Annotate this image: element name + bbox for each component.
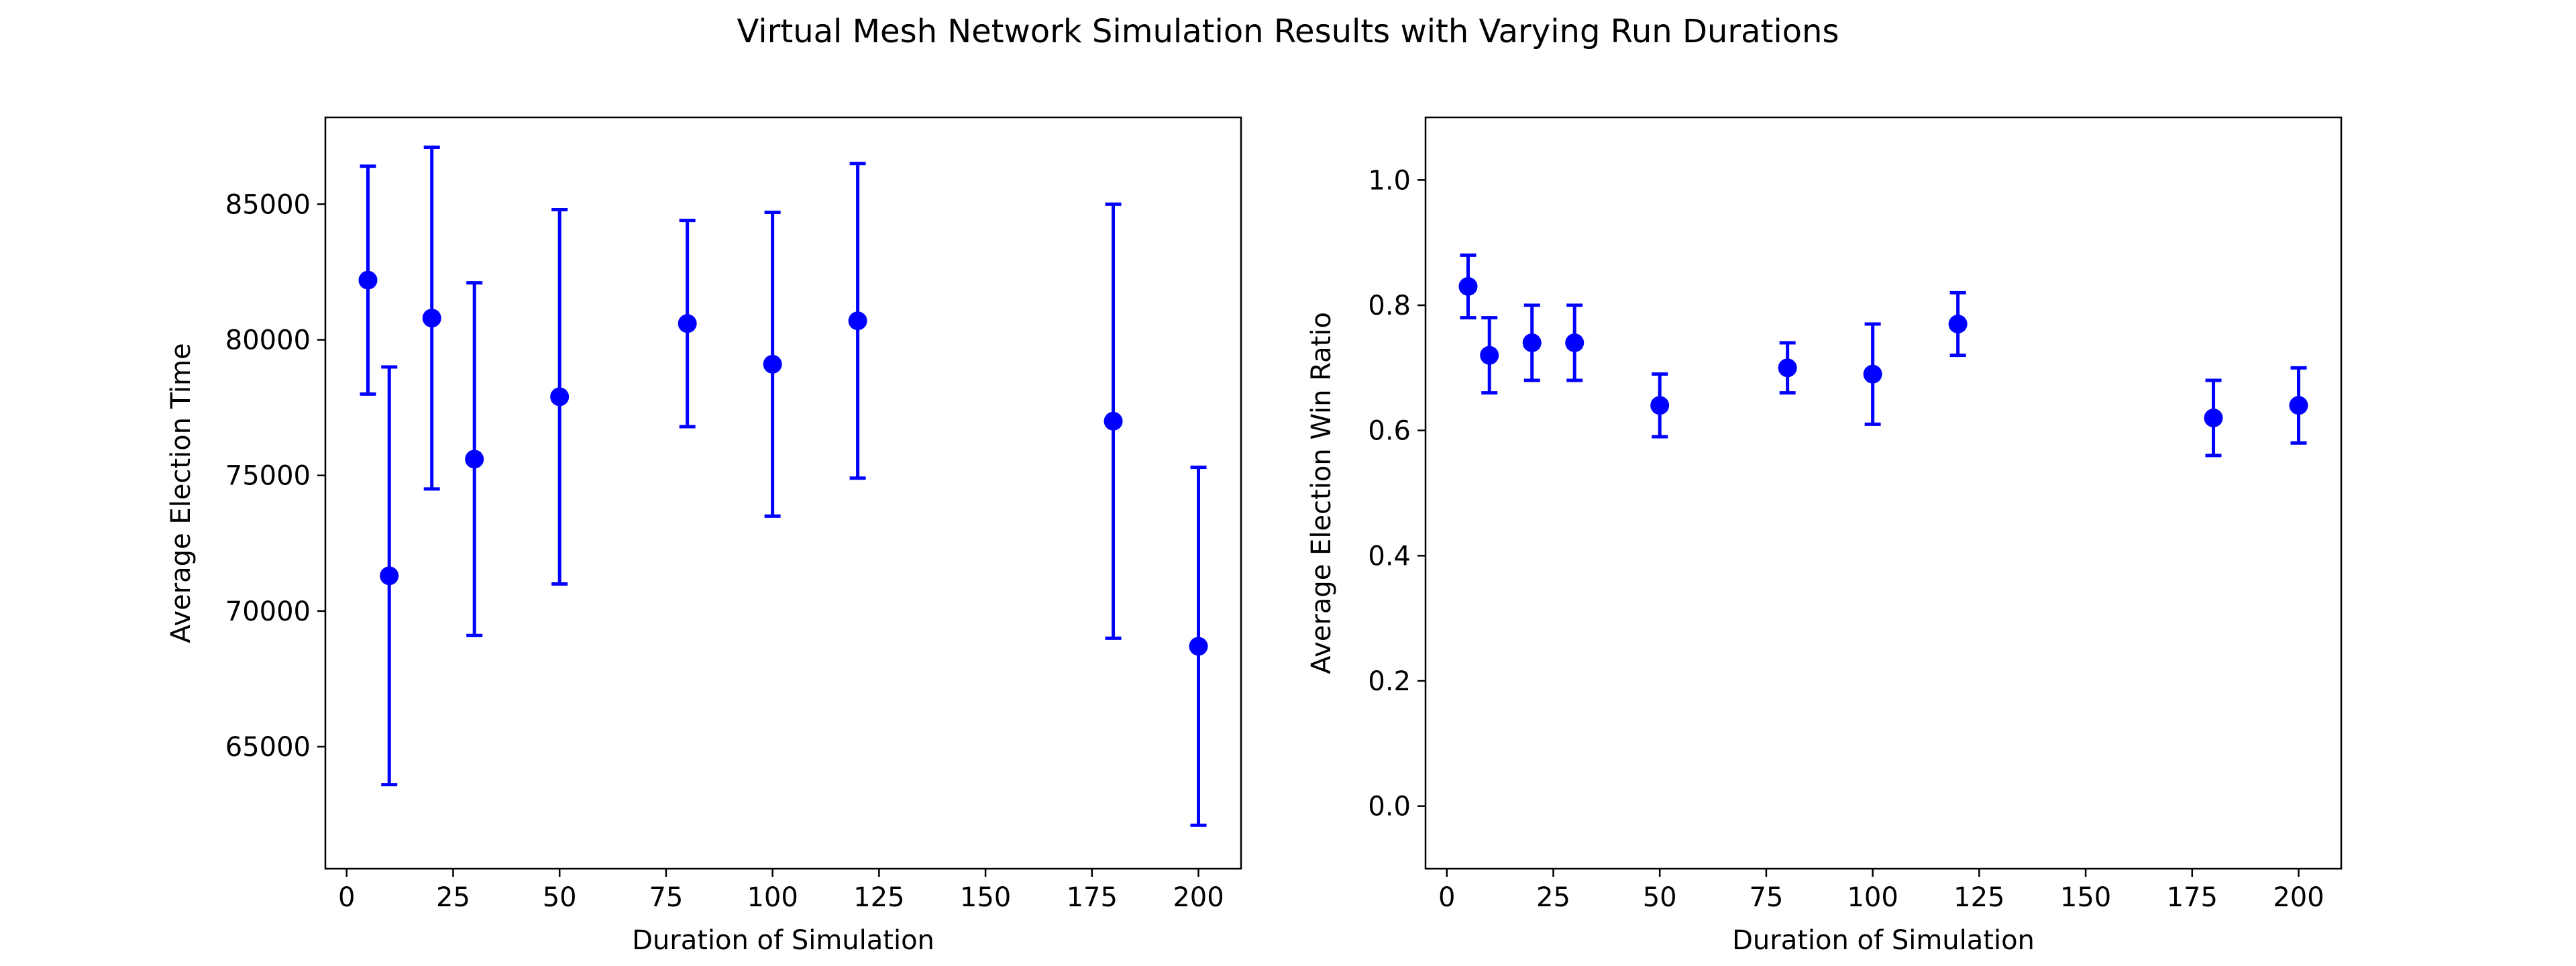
left-x-tick-label: 200 (1173, 882, 1224, 913)
left-x-tick-label: 100 (747, 882, 798, 913)
right-y-tick-label: 1.0 (1368, 165, 1411, 196)
left-x-tick-label: 150 (960, 882, 1011, 913)
right-x-tick-label: 200 (2273, 882, 2324, 913)
left-plot: 0 25 50 75 100 125 150 175 200 65000 70000 75000 800… (166, 116, 1242, 956)
left-x-tick-label: 125 (853, 882, 904, 913)
left-x-tick-label: 0 (338, 882, 355, 913)
left-data-point (380, 566, 399, 586)
right-x-tick-label: 0 (1438, 882, 1455, 913)
left-data-point (848, 311, 867, 331)
left-y-tick-label: 70000 (225, 596, 311, 627)
right-y-tick-label: 0.0 (1368, 792, 1411, 822)
left-x-tick-label: 50 (543, 882, 577, 913)
right-x-tick-label: 125 (1953, 882, 2004, 913)
right-data-point (1565, 333, 1585, 352)
right-x-tick-label: 150 (2060, 882, 2111, 913)
right-data-point (1778, 358, 1797, 378)
left-y-tick-label: 85000 (225, 189, 311, 220)
left-y-axis-label: Average Election Time (166, 343, 197, 643)
left-data-point (550, 387, 570, 407)
right-data-point (2204, 409, 2223, 427)
right-x-axis-label: Duration of Simulation (1732, 925, 2035, 956)
right-x-tick-label: 100 (1847, 882, 1898, 913)
right-y-tick-label: 0.6 (1368, 416, 1411, 447)
left-data-point (465, 449, 484, 469)
right-data-point (2289, 396, 2308, 415)
right-data-point (1522, 333, 1542, 352)
right-y-tick-label: 0.4 (1368, 541, 1411, 572)
right-y-tick-label: 0.8 (1368, 290, 1411, 321)
right-data-point (1863, 364, 1882, 384)
right-data-point (1650, 396, 1670, 415)
right-x-tick-label: 25 (1536, 882, 1570, 913)
right-y-tick-label: 0.2 (1368, 666, 1411, 697)
right-x-tick-label: 175 (2167, 882, 2218, 913)
left-y-tick-label: 80000 (225, 325, 311, 356)
left-x-tick-label: 175 (1067, 882, 1118, 913)
right-plot-frame (1424, 116, 2343, 870)
left-data-point (1104, 411, 1123, 431)
left-data-point (763, 354, 782, 374)
left-y-tick-label: 65000 (225, 732, 311, 763)
left-x-axis-label: Duration of Simulation (632, 925, 934, 956)
left-plot-frame (324, 116, 1242, 870)
left-x-tick-label: 75 (649, 882, 683, 913)
right-data-point (1948, 315, 1968, 333)
left-x-tick-label: 25 (436, 882, 470, 913)
left-data-point (678, 314, 697, 333)
right-plot: 0 25 50 75 100 125 150 175 200 0.0 0.2 0.4 0.6 0.8 1.0… (1306, 116, 2343, 956)
left-data-point (422, 309, 441, 328)
right-x-tick-label: 75 (1749, 882, 1783, 913)
figure-title: Virtual Mesh Network Simulation Results … (737, 13, 1839, 50)
left-data-point (358, 270, 378, 290)
right-x-tick-label: 50 (1643, 882, 1677, 913)
left-y-tick-label: 75000 (225, 461, 311, 492)
right-data-point (1458, 277, 1478, 296)
left-data-point (1189, 637, 1208, 656)
right-y-axis-label: Average Election Win Ratio (1306, 312, 1337, 674)
right-data-point (1480, 345, 1499, 365)
